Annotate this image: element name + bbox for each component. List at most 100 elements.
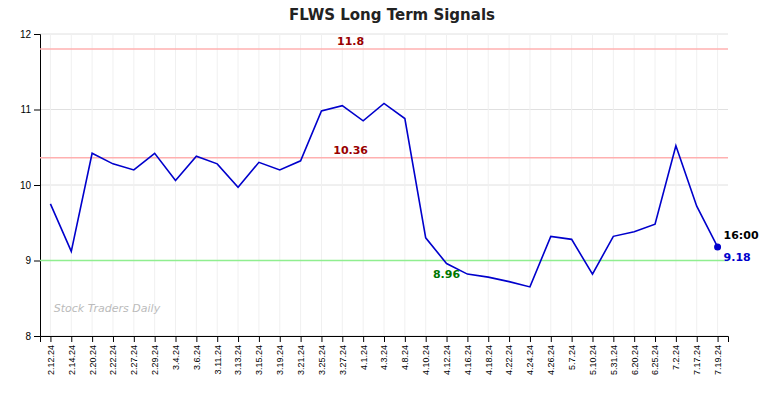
x-tick-mark	[217, 336, 218, 342]
x-tick-mark	[405, 336, 406, 342]
x-tick: 3.15.24	[254, 336, 264, 375]
grid-line	[342, 34, 343, 336]
x-tick-mark	[238, 336, 239, 342]
x-tick-label: 3.15.24	[254, 345, 264, 375]
x-tick-label: 5.31.24	[609, 345, 619, 375]
x-tick-mark	[572, 336, 573, 342]
y-tick-mark	[34, 110, 40, 111]
grid-line	[258, 34, 259, 336]
grid-line	[133, 34, 134, 336]
x-tick: 4.12.24	[442, 336, 452, 375]
grid-line	[634, 34, 635, 336]
x-tick: 3.19.24	[275, 336, 285, 375]
x-tick-mark	[592, 336, 593, 342]
x-tick-label: 5.10.24	[588, 345, 598, 375]
x-tick-mark	[488, 336, 489, 342]
x-tick-label: 4.26.24	[546, 345, 556, 375]
x-axis: 2.12.242.14.242.20.242.22.242.27.242.29.…	[41, 336, 729, 375]
x-tick-label: 4.1.24	[359, 345, 369, 370]
x-tick-mark	[447, 336, 448, 342]
x-tick-label: 4.22.24	[504, 345, 514, 375]
x-axis-line	[41, 337, 729, 343]
grid-line	[675, 34, 676, 336]
x-tick-mark	[92, 336, 93, 342]
x-tick: 4.10.24	[421, 336, 431, 375]
x-tick-mark	[426, 336, 427, 342]
x-tick-label: 2.27.24	[129, 345, 139, 375]
y-tick-mark	[34, 261, 40, 262]
x-tick-label: 6.25.24	[650, 345, 660, 375]
x-tick: 2.20.24	[88, 336, 98, 375]
y-axis-line	[34, 35, 41, 337]
x-tick-label: 3.19.24	[275, 345, 285, 375]
x-tick-mark	[134, 336, 135, 342]
reference-line	[40, 157, 728, 159]
x-tick-mark	[718, 336, 719, 342]
x-tick: 3.13.24	[233, 336, 243, 375]
x-tick-label: 3.21.24	[296, 345, 306, 375]
annotation: 9.18	[724, 251, 751, 264]
x-tick-mark	[113, 336, 114, 342]
x-tick-mark	[697, 336, 698, 342]
y-tick-mark	[34, 336, 40, 337]
x-tick-label: 4.12.24	[442, 345, 452, 375]
x-tick-mark	[676, 336, 677, 342]
x-tick: 5.10.24	[588, 336, 598, 375]
x-tick: 4.3.24	[379, 336, 389, 370]
x-tick-label: 4.3.24	[379, 345, 389, 370]
x-tick: 6.25.24	[650, 336, 660, 375]
grid	[40, 34, 728, 336]
y-tick: 9	[25, 255, 40, 266]
x-tick-mark	[50, 336, 51, 342]
grid-line	[509, 34, 510, 336]
x-tick-label: 4.10.24	[421, 345, 431, 375]
x-tick-label: 3.27.24	[338, 345, 348, 375]
grid-line	[196, 34, 197, 336]
x-tick-label: 7.17.24	[692, 345, 702, 375]
title: FLWS Long Term Signals	[289, 6, 495, 24]
x-tick: 7.19.24	[713, 336, 723, 375]
x-tick: 4.24.24	[525, 336, 535, 375]
grid-line	[592, 34, 593, 336]
y-tick-label: 8	[25, 331, 31, 342]
x-tick: 3.21.24	[296, 336, 306, 375]
x-tick-mark	[71, 336, 72, 342]
grid-line	[446, 34, 447, 336]
y-tick: 11	[21, 104, 40, 115]
y-tick: 10	[20, 180, 40, 191]
annotations: 11.810.368.9616:009.18	[333, 35, 759, 280]
x-tick: 4.1.24	[359, 336, 369, 370]
x-tick: 3.4.24	[171, 336, 181, 370]
y-tick-label: 9	[25, 255, 31, 266]
y-tick-mark	[34, 34, 40, 35]
grid-line	[404, 34, 405, 336]
x-tick-label: 3.4.24	[171, 345, 181, 370]
x-tick: 2.27.24	[129, 336, 139, 375]
grid-line	[238, 34, 239, 336]
x-tick-mark	[280, 336, 281, 342]
grid-line	[529, 34, 530, 336]
watermark: Stock Traders Daily	[54, 302, 161, 315]
y-axis: 89101112	[20, 29, 41, 342]
x-tick-mark	[613, 336, 614, 342]
grid-line	[279, 34, 280, 336]
plot-area: 891011122.12.242.14.242.20.242.22.242.27…	[20, 29, 759, 375]
annotation: 16:00	[724, 229, 759, 242]
annotation: 11.8	[337, 35, 364, 48]
x-tick: 7.2.24	[671, 336, 681, 370]
x-tick: 4.26.24	[546, 336, 556, 375]
y-tick-label: 11	[21, 104, 32, 115]
x-tick-mark	[467, 336, 468, 342]
x-tick-label: 4.16.24	[463, 345, 473, 375]
x-tick-label: 4.18.24	[484, 345, 494, 375]
grid-line	[40, 260, 728, 261]
reference-lines	[40, 49, 728, 260]
x-tick-mark	[530, 336, 531, 342]
x-tick-label: 3.13.24	[233, 345, 243, 375]
grid-line	[717, 34, 718, 336]
grid-line	[50, 34, 51, 336]
grid-line	[154, 34, 155, 336]
x-tick-label: 3.6.24	[192, 345, 202, 370]
grid-line	[655, 34, 656, 336]
grid-line	[467, 34, 468, 336]
